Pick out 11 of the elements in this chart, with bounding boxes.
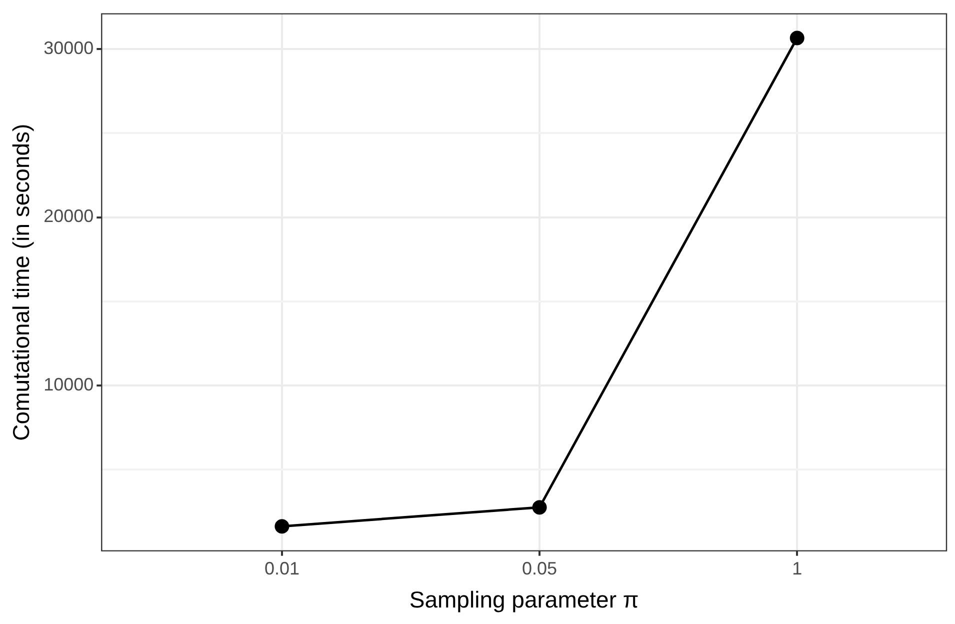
point bbox=[532, 500, 547, 515]
point bbox=[274, 519, 290, 534]
y-tick-label: 10000 bbox=[44, 374, 94, 394]
x-tick-label: 0.01 bbox=[264, 558, 300, 579]
y-tick-label: 20000 bbox=[44, 206, 94, 226]
y-tick-label: 30000 bbox=[44, 38, 94, 58]
x-tick-label: 0.05 bbox=[522, 558, 558, 579]
x-axis-title: Sampling parameter π bbox=[409, 586, 639, 613]
x-tick-label: 1 bbox=[792, 558, 802, 579]
point bbox=[790, 30, 804, 46]
y-axis-title: Comutational time (in seconds) bbox=[8, 124, 34, 441]
